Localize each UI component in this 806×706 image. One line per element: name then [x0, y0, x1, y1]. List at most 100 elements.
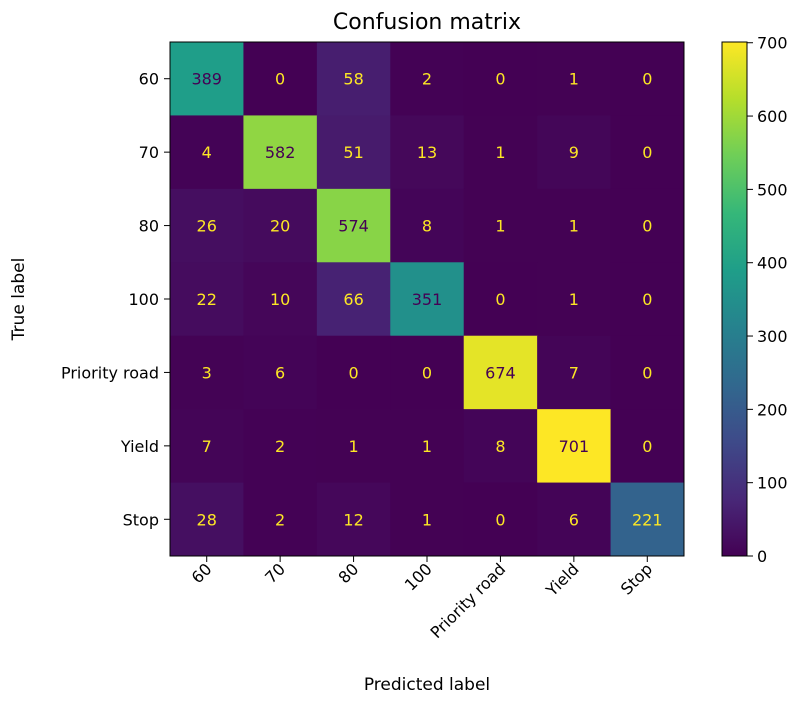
cell-value-label: 0 [642, 290, 652, 309]
cell-value-label: 7 [569, 363, 579, 382]
heatmap-cell [390, 188, 465, 263]
heatmap-cell [610, 409, 685, 484]
cell-value-label: 0 [495, 290, 505, 309]
cell-value-label: 6 [275, 363, 285, 382]
colorbar-tick-label: 700 [757, 34, 788, 53]
heatmap-cell-labels: 389 0 58 2 0 1 04 582 51 13 1 9 026 20 574 8 1 1 022 10 66 35… [191, 70, 662, 530]
cell-value-label: 1 [348, 437, 358, 456]
x-tick-label: 70 [261, 559, 289, 587]
x-tick-label: 100 [401, 559, 436, 594]
colorbar-tick-label: 300 [757, 327, 788, 346]
cell-value-label: 4 [202, 143, 212, 162]
colorbar-tick-label: 500 [757, 180, 788, 199]
cell-value-label: 0 [642, 70, 652, 89]
cell-value-label: 58 [343, 70, 363, 89]
cell-value-label: 674 [485, 363, 516, 382]
x-tick-label: Stop [617, 559, 656, 598]
colorbar-frame [721, 41, 748, 557]
colorbar-tick-label: 0 [757, 547, 767, 566]
heatmap-cell [316, 42, 391, 116]
heatmap-cells [170, 42, 685, 557]
colorbar-tick-label: 100 [757, 474, 788, 493]
heatmap-cell [316, 409, 391, 484]
heatmap-cell [463, 42, 538, 116]
y-tick-label: Priority road [61, 363, 159, 382]
y-axis-ticks: 60 70 80 100 Priority road Yield Stop [61, 70, 170, 529]
cell-value-label: 8 [422, 217, 432, 236]
heatmap-cell [390, 115, 465, 190]
heatmap-cell [316, 262, 391, 337]
x-tick-label: Yield [542, 559, 583, 600]
cell-value-label: 0 [275, 70, 285, 89]
cell-value-label: 0 [642, 363, 652, 382]
chart-title: Confusion matrix [333, 10, 521, 35]
heatmap-cell [463, 482, 538, 557]
colorbar-tick-label: 200 [757, 400, 788, 419]
heatmap-cell [463, 188, 538, 263]
cell-value-label: 701 [559, 437, 590, 456]
cell-value-label: 3 [202, 363, 212, 382]
y-tick-label: 70 [139, 143, 159, 162]
heatmap-cell [610, 262, 685, 337]
cell-value-label: 2 [422, 70, 432, 89]
cell-value-label: 0 [348, 363, 358, 382]
cell-value-label: 582 [265, 143, 296, 162]
heatmap-cell [610, 335, 685, 410]
x-tick-label: Priority road [427, 559, 510, 642]
y-tick-label: 80 [139, 217, 159, 236]
x-tick-label: 80 [335, 559, 363, 587]
heatmap-cell [537, 335, 612, 410]
cell-value-label: 1 [495, 217, 505, 236]
cell-value-label: 66 [343, 290, 363, 309]
cell-value-label: 22 [197, 290, 217, 309]
heatmap-cell [243, 335, 318, 410]
y-tick-label: Stop [123, 510, 159, 529]
heatmap-cell [316, 335, 391, 410]
heatmap-cell [537, 482, 612, 557]
heatmap-cell [243, 482, 318, 557]
cell-value-label: 0 [495, 510, 505, 529]
y-tick-label: 100 [128, 290, 159, 309]
cell-value-label: 20 [270, 217, 290, 236]
heatmap-cell [463, 335, 538, 410]
colorbar [722, 42, 747, 556]
heatmap-cell [610, 115, 685, 190]
cell-value-label: 26 [197, 217, 217, 236]
cell-value-label: 6 [569, 510, 579, 529]
y-axis-label: True label [9, 258, 29, 342]
heatmap-cell [170, 42, 244, 116]
cell-value-label: 1 [422, 437, 432, 456]
heatmap-cell [537, 409, 612, 484]
heatmap-cell [610, 42, 685, 116]
heatmap-cell [243, 115, 318, 190]
heatmap-cell [390, 409, 465, 484]
x-axis-label: Predicted label [364, 675, 490, 695]
cell-value-label: 1 [422, 510, 432, 529]
cell-value-label: 0 [495, 70, 505, 89]
heatmap-cell [390, 42, 465, 116]
heatmap-cell [463, 262, 538, 337]
heatmap-cell [316, 482, 391, 557]
heatmap-cell [537, 262, 612, 337]
cell-value-label: 1 [569, 70, 579, 89]
cell-value-label: 0 [642, 217, 652, 236]
heatmap-cell [537, 42, 612, 116]
cell-value-label: 2 [275, 437, 285, 456]
cell-value-label: 2 [275, 510, 285, 529]
heatmap-cell [610, 482, 685, 557]
heatmap-cell [243, 42, 318, 116]
heatmap-cell [170, 409, 244, 484]
heatmap-cell [463, 409, 538, 484]
cell-value-label: 1 [495, 143, 505, 162]
cell-value-label: 1 [569, 290, 579, 309]
colorbar-tick-label: 600 [757, 107, 788, 126]
cell-value-label: 8 [495, 437, 505, 456]
cell-value-label: 389 [191, 70, 222, 89]
cell-value-label: 9 [569, 143, 579, 162]
heatmap-cell [537, 115, 612, 190]
colorbar-tick-label: 400 [757, 254, 788, 273]
heatmap-cell [170, 115, 244, 190]
heatmap-cell [170, 482, 244, 557]
